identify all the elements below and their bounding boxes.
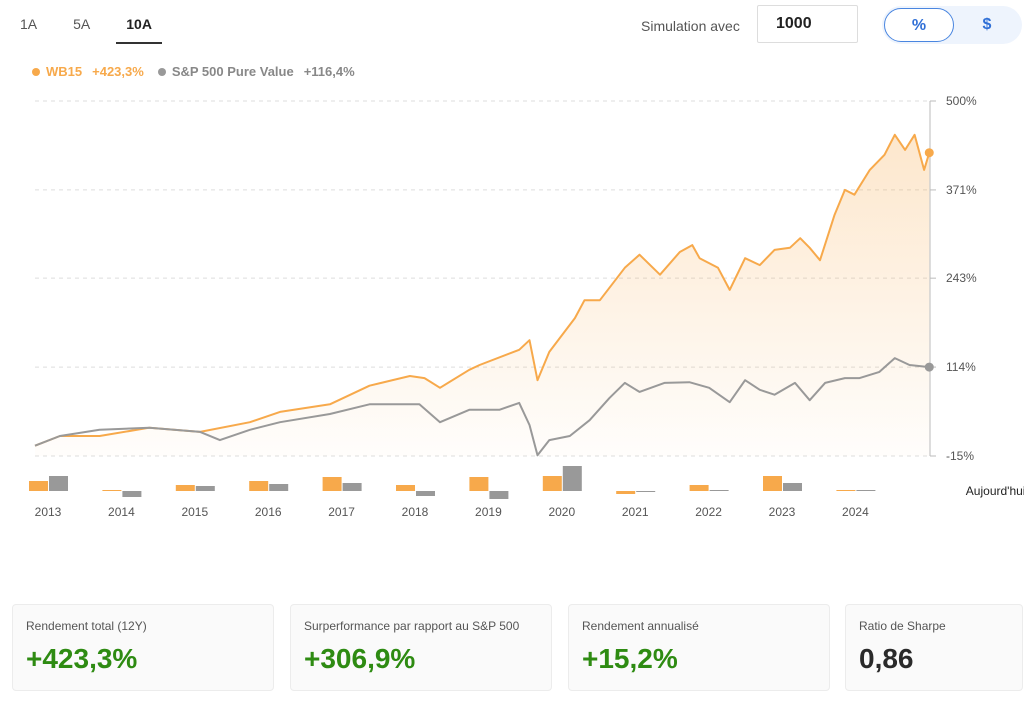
card-label: Surperformance par rapport au S&P 500 (304, 619, 520, 633)
annual-bar-2017 (342, 483, 362, 491)
card-value: 0,86 (859, 643, 914, 674)
tab-5a[interactable]: 5A (73, 16, 91, 32)
legend-dot (32, 67, 40, 76)
series-end-dot-0 (924, 148, 934, 158)
legend-name: S&P 500 Pure Value (171, 64, 294, 79)
annual-bar-2015 (195, 486, 215, 491)
mode-toggle: % $ (882, 6, 1022, 44)
series-line-0 (34, 133, 931, 447)
bar-category-label: 2023 (769, 505, 796, 519)
series-end-dot-1 (924, 362, 934, 372)
bar-category-label: 2016 (255, 505, 282, 519)
performance-chart: 500% 371% 243% 114% -15% 2013 2014 2015 2016 2017… (29, 94, 1024, 519)
annual-bar-2020 (562, 466, 582, 491)
annual-bar-2013 (29, 481, 48, 491)
bar-category-label: 2020 (548, 505, 575, 519)
annual-bar-2024 (856, 490, 876, 491)
annual-bar-2019 (489, 491, 509, 499)
y-tick-label: 114% (946, 360, 976, 374)
tab-10a[interactable]: 10A (116, 12, 162, 44)
annual-bar-2022 (689, 485, 709, 491)
card-label: Rendement annualisé (582, 619, 699, 633)
y-tick-label: -15% (946, 449, 974, 463)
annual-bar-2018 (396, 485, 415, 491)
bar-category-label: 2015 (181, 505, 208, 519)
card-sharpe-ratio: Ratio de Sharpe 0,86 (845, 604, 1023, 691)
annual-bar-2019 (469, 477, 489, 491)
bar-category-label: 2013 (35, 505, 62, 519)
annual-bar-2014 (102, 490, 122, 491)
annual-bar-2016 (269, 484, 289, 491)
card-total-return: Rendement total (12Y) +423,3% (12, 604, 274, 691)
legend-dot (157, 67, 166, 76)
annual-bar-2022 (709, 490, 729, 491)
legend-name: WB15 (46, 64, 83, 79)
annual-bar-2014 (122, 491, 142, 497)
annual-bar-2020 (542, 476, 562, 491)
bar-category-label: 2017 (328, 505, 355, 519)
annual-bar-2023 (783, 483, 802, 491)
legend-value: +423,3% (92, 64, 144, 79)
period-tabs: 1A 5A 10A (10, 12, 178, 44)
annual-bar-2016 (249, 481, 269, 491)
legend-item-wb15[interactable]: WB15 +423,3% (32, 64, 144, 79)
tab-1a[interactable]: 1A (20, 16, 38, 32)
legend-value: +116,4% (303, 64, 355, 79)
card-value: +15,2% (582, 643, 678, 674)
percent-mode-button[interactable]: % (884, 8, 954, 42)
annual-bar-2013 (49, 476, 68, 491)
annual-bar-2024 (836, 490, 856, 491)
card-value: +423,3% (26, 643, 138, 674)
annual-bar-2023 (763, 476, 782, 491)
bar-category-label: Aujourd'hui (966, 484, 1024, 498)
annual-bar-2021 (636, 491, 656, 492)
annual-bar-2015 (175, 485, 195, 491)
area-fill-0 (35, 134, 930, 457)
legend-item-sp500[interactable]: S&P 500 Pure Value +116,4% (157, 64, 355, 79)
bar-category-label: 2021 (622, 505, 649, 519)
simulation-amount-input[interactable] (757, 5, 858, 43)
bar-category-label: 2024 (842, 505, 869, 519)
y-tick-label: 371% (946, 183, 977, 197)
y-tick-label: 243% (946, 271, 977, 285)
bar-category-label: 2019 (475, 505, 502, 519)
card-value: +306,9% (304, 643, 416, 674)
card-outperformance: Surperformance par rapport au S&P 500 +3… (290, 604, 552, 691)
card-label: Rendement total (12Y) (26, 619, 147, 633)
bar-category-label: 2022 (695, 505, 722, 519)
bar-category-label: 2014 (108, 505, 135, 519)
card-label: Ratio de Sharpe (859, 619, 946, 633)
series-line-1 (34, 357, 930, 457)
card-annualized-return: Rendement annualisé +15,2% (568, 604, 830, 691)
dollar-mode-button[interactable]: $ (982, 16, 992, 33)
y-tick-label: 500% (946, 94, 977, 108)
annual-bar-2021 (616, 491, 636, 494)
annual-bar-2018 (416, 491, 435, 496)
bar-category-label: 2018 (402, 505, 429, 519)
chart-legend: WB15 +423,3% S&P 500 Pure Value +116,4% (32, 64, 355, 79)
annual-bar-2017 (322, 477, 342, 491)
simulation-label: Simulation avec (641, 18, 740, 34)
